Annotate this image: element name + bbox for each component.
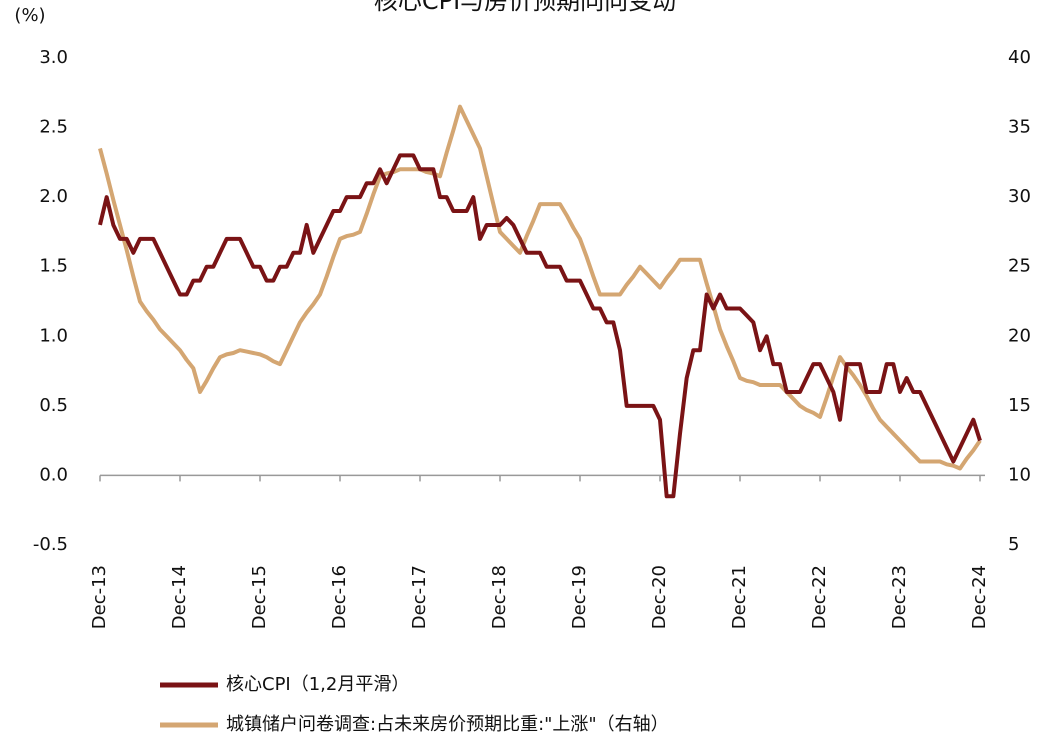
x-tick-label: Dec-13 bbox=[89, 565, 110, 629]
y-tick-label: 0.0 bbox=[39, 464, 68, 485]
series-line bbox=[98, 104, 982, 471]
x-tick-label: Dec-16 bbox=[329, 565, 350, 629]
y2-tick-label: 5 bbox=[1008, 534, 1019, 555]
y-tick-label: 2.0 bbox=[39, 186, 68, 207]
y2-tick-label: 20 bbox=[1008, 325, 1031, 346]
x-tick-label: Dec-24 bbox=[969, 565, 990, 629]
legend-label: 核心CPI（1,2月平滑） bbox=[226, 674, 409, 695]
chart-title: 核心CPI与房价预期同向变动 bbox=[374, 0, 676, 15]
y-tick-label: 2.5 bbox=[39, 117, 68, 138]
y-tick-label: 1.5 bbox=[39, 256, 68, 277]
y2-tick-label: 40 bbox=[1008, 47, 1031, 68]
y2-tick-label: 35 bbox=[1008, 117, 1031, 138]
y-tick-label: -0.5 bbox=[33, 534, 68, 555]
x-tick-label: Dec-23 bbox=[889, 565, 910, 629]
x-tick-label: Dec-14 bbox=[169, 565, 190, 629]
y2-tick-label: 10 bbox=[1008, 464, 1031, 485]
series-line bbox=[98, 153, 982, 499]
y2-tick-label: 25 bbox=[1008, 256, 1031, 277]
y-tick-label: 3.0 bbox=[39, 47, 68, 68]
x-tick-label: Dec-21 bbox=[729, 565, 750, 629]
y2-tick-label: 15 bbox=[1008, 395, 1031, 416]
x-tick-label: Dec-19 bbox=[569, 565, 590, 629]
y-axis-label: (%) bbox=[14, 5, 45, 26]
x-tick-label: Dec-15 bbox=[249, 565, 270, 629]
x-tick-label: Dec-22 bbox=[809, 565, 830, 629]
y2-tick-label: 30 bbox=[1008, 186, 1031, 207]
legend-label: 城镇储户问卷调查:占未来房价预期比重:"上涨"（右轴） bbox=[226, 714, 669, 735]
x-tick-label: Dec-20 bbox=[649, 565, 670, 629]
x-tick-label: Dec-17 bbox=[409, 565, 430, 629]
x-tick-label: Dec-18 bbox=[489, 565, 510, 629]
y-tick-label: 0.5 bbox=[39, 395, 68, 416]
y-tick-label: 1.0 bbox=[39, 325, 68, 346]
